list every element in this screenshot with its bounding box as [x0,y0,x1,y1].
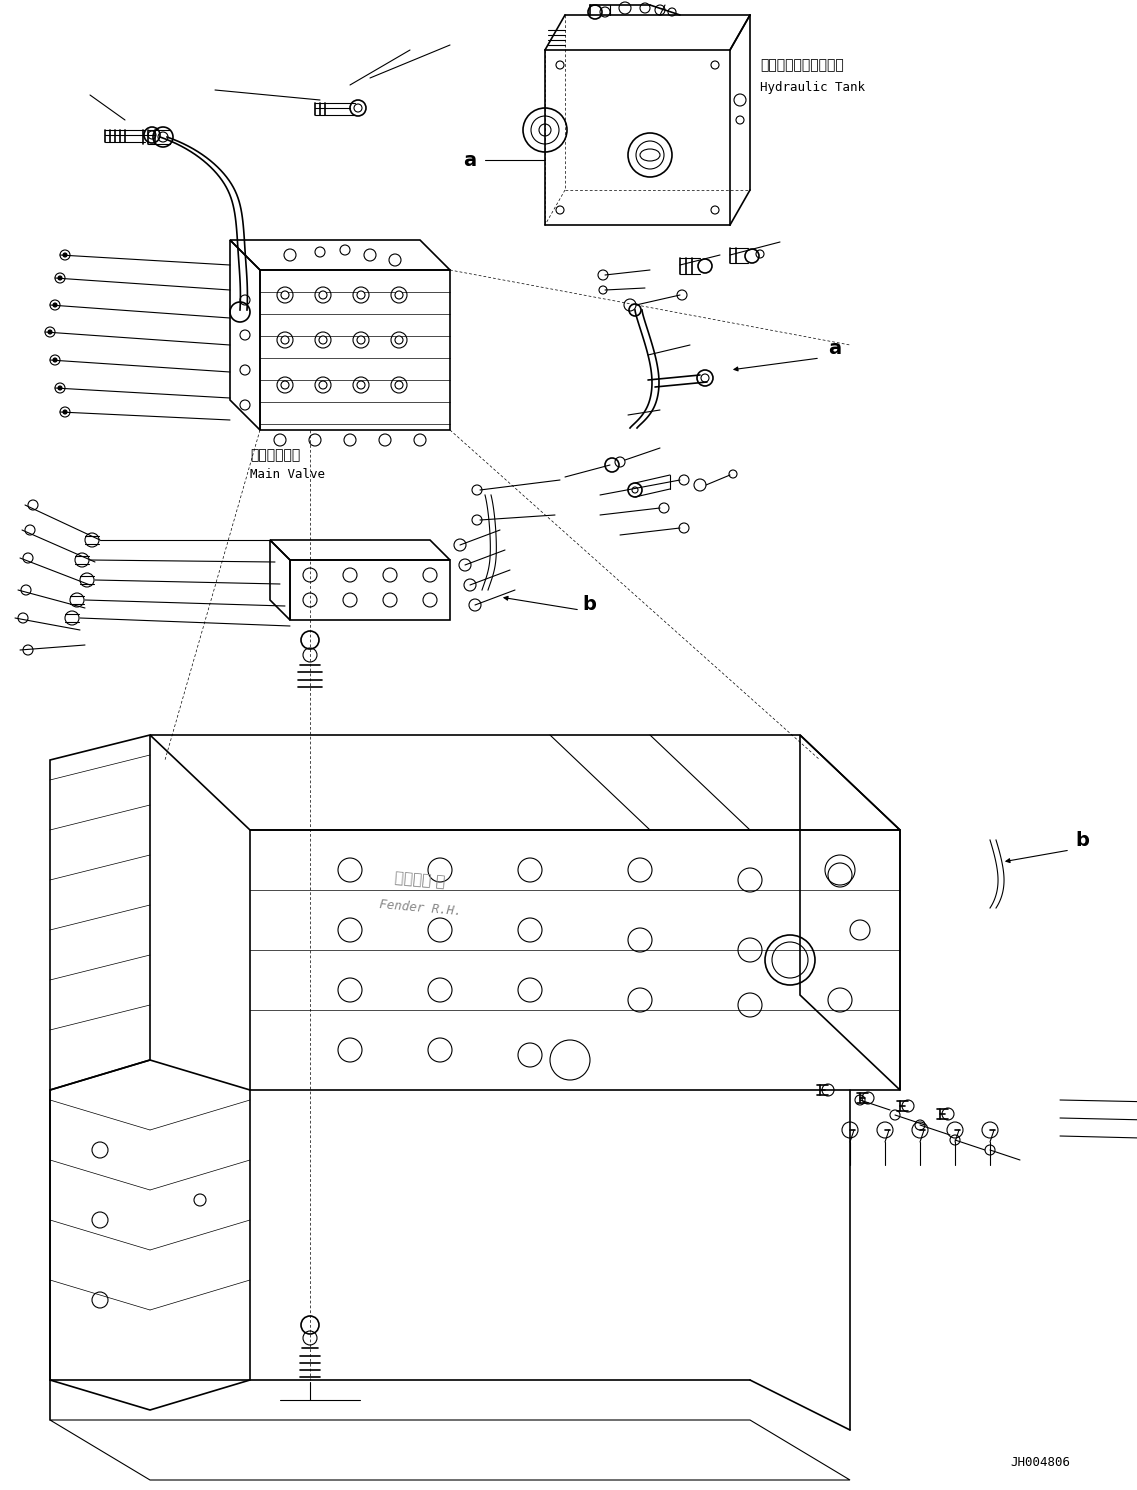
Circle shape [357,381,365,389]
Text: a: a [828,338,841,358]
Text: ハイドロリックタンク: ハイドロリックタンク [760,58,844,72]
Circle shape [281,381,289,389]
Circle shape [281,337,289,344]
Text: b: b [582,596,596,614]
Circle shape [395,291,402,299]
Circle shape [395,337,402,344]
Circle shape [319,381,327,389]
Text: Fender R.H.: Fender R.H. [379,898,462,918]
Circle shape [357,291,365,299]
Text: a: a [464,150,476,170]
Text: メインバルブ: メインバルブ [250,448,300,462]
Circle shape [58,386,63,390]
Circle shape [63,410,67,414]
Circle shape [357,337,365,344]
Circle shape [63,253,67,256]
Circle shape [53,302,57,307]
Circle shape [58,276,63,280]
Circle shape [53,358,57,362]
Circle shape [319,291,327,299]
Circle shape [395,381,402,389]
Text: b: b [1074,830,1089,849]
Circle shape [48,329,52,334]
Text: JH004806: JH004806 [1010,1456,1070,1469]
Text: Main Valve: Main Valve [250,468,325,481]
Circle shape [319,337,327,344]
Text: Hydraulic Tank: Hydraulic Tank [760,82,865,94]
Text: フェンダ 右: フェンダ 右 [395,870,446,890]
Circle shape [281,291,289,299]
